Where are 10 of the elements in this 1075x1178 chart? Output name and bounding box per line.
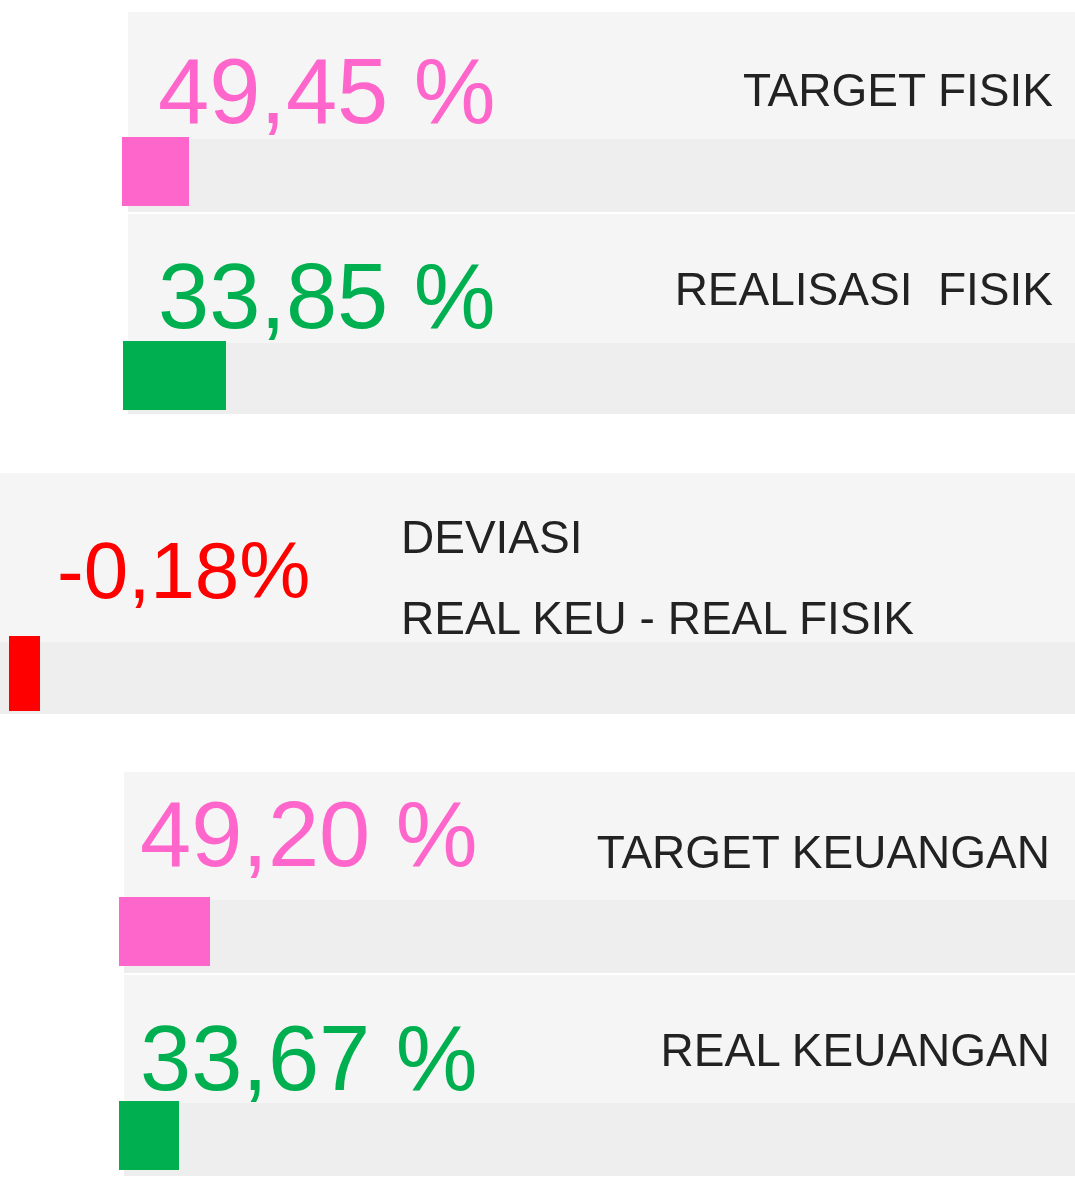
category-label: REAL KEUANGAN [660,1024,1050,1076]
data-label: 49,20 % [140,783,478,885]
category-label: TARGET KEUANGAN [596,826,1050,878]
category-label: TARGET FISIK [742,64,1054,116]
category-label: REALISASI FISIK [674,263,1054,315]
data-label: 33,85 % [158,245,496,347]
category-label: DEVIASI REAL KEU - REAL FISIK [401,511,915,644]
data-label: 33,67 % [140,1007,478,1109]
data-label: 49,45 % [158,40,496,142]
data-label: -0,18% [57,526,311,615]
